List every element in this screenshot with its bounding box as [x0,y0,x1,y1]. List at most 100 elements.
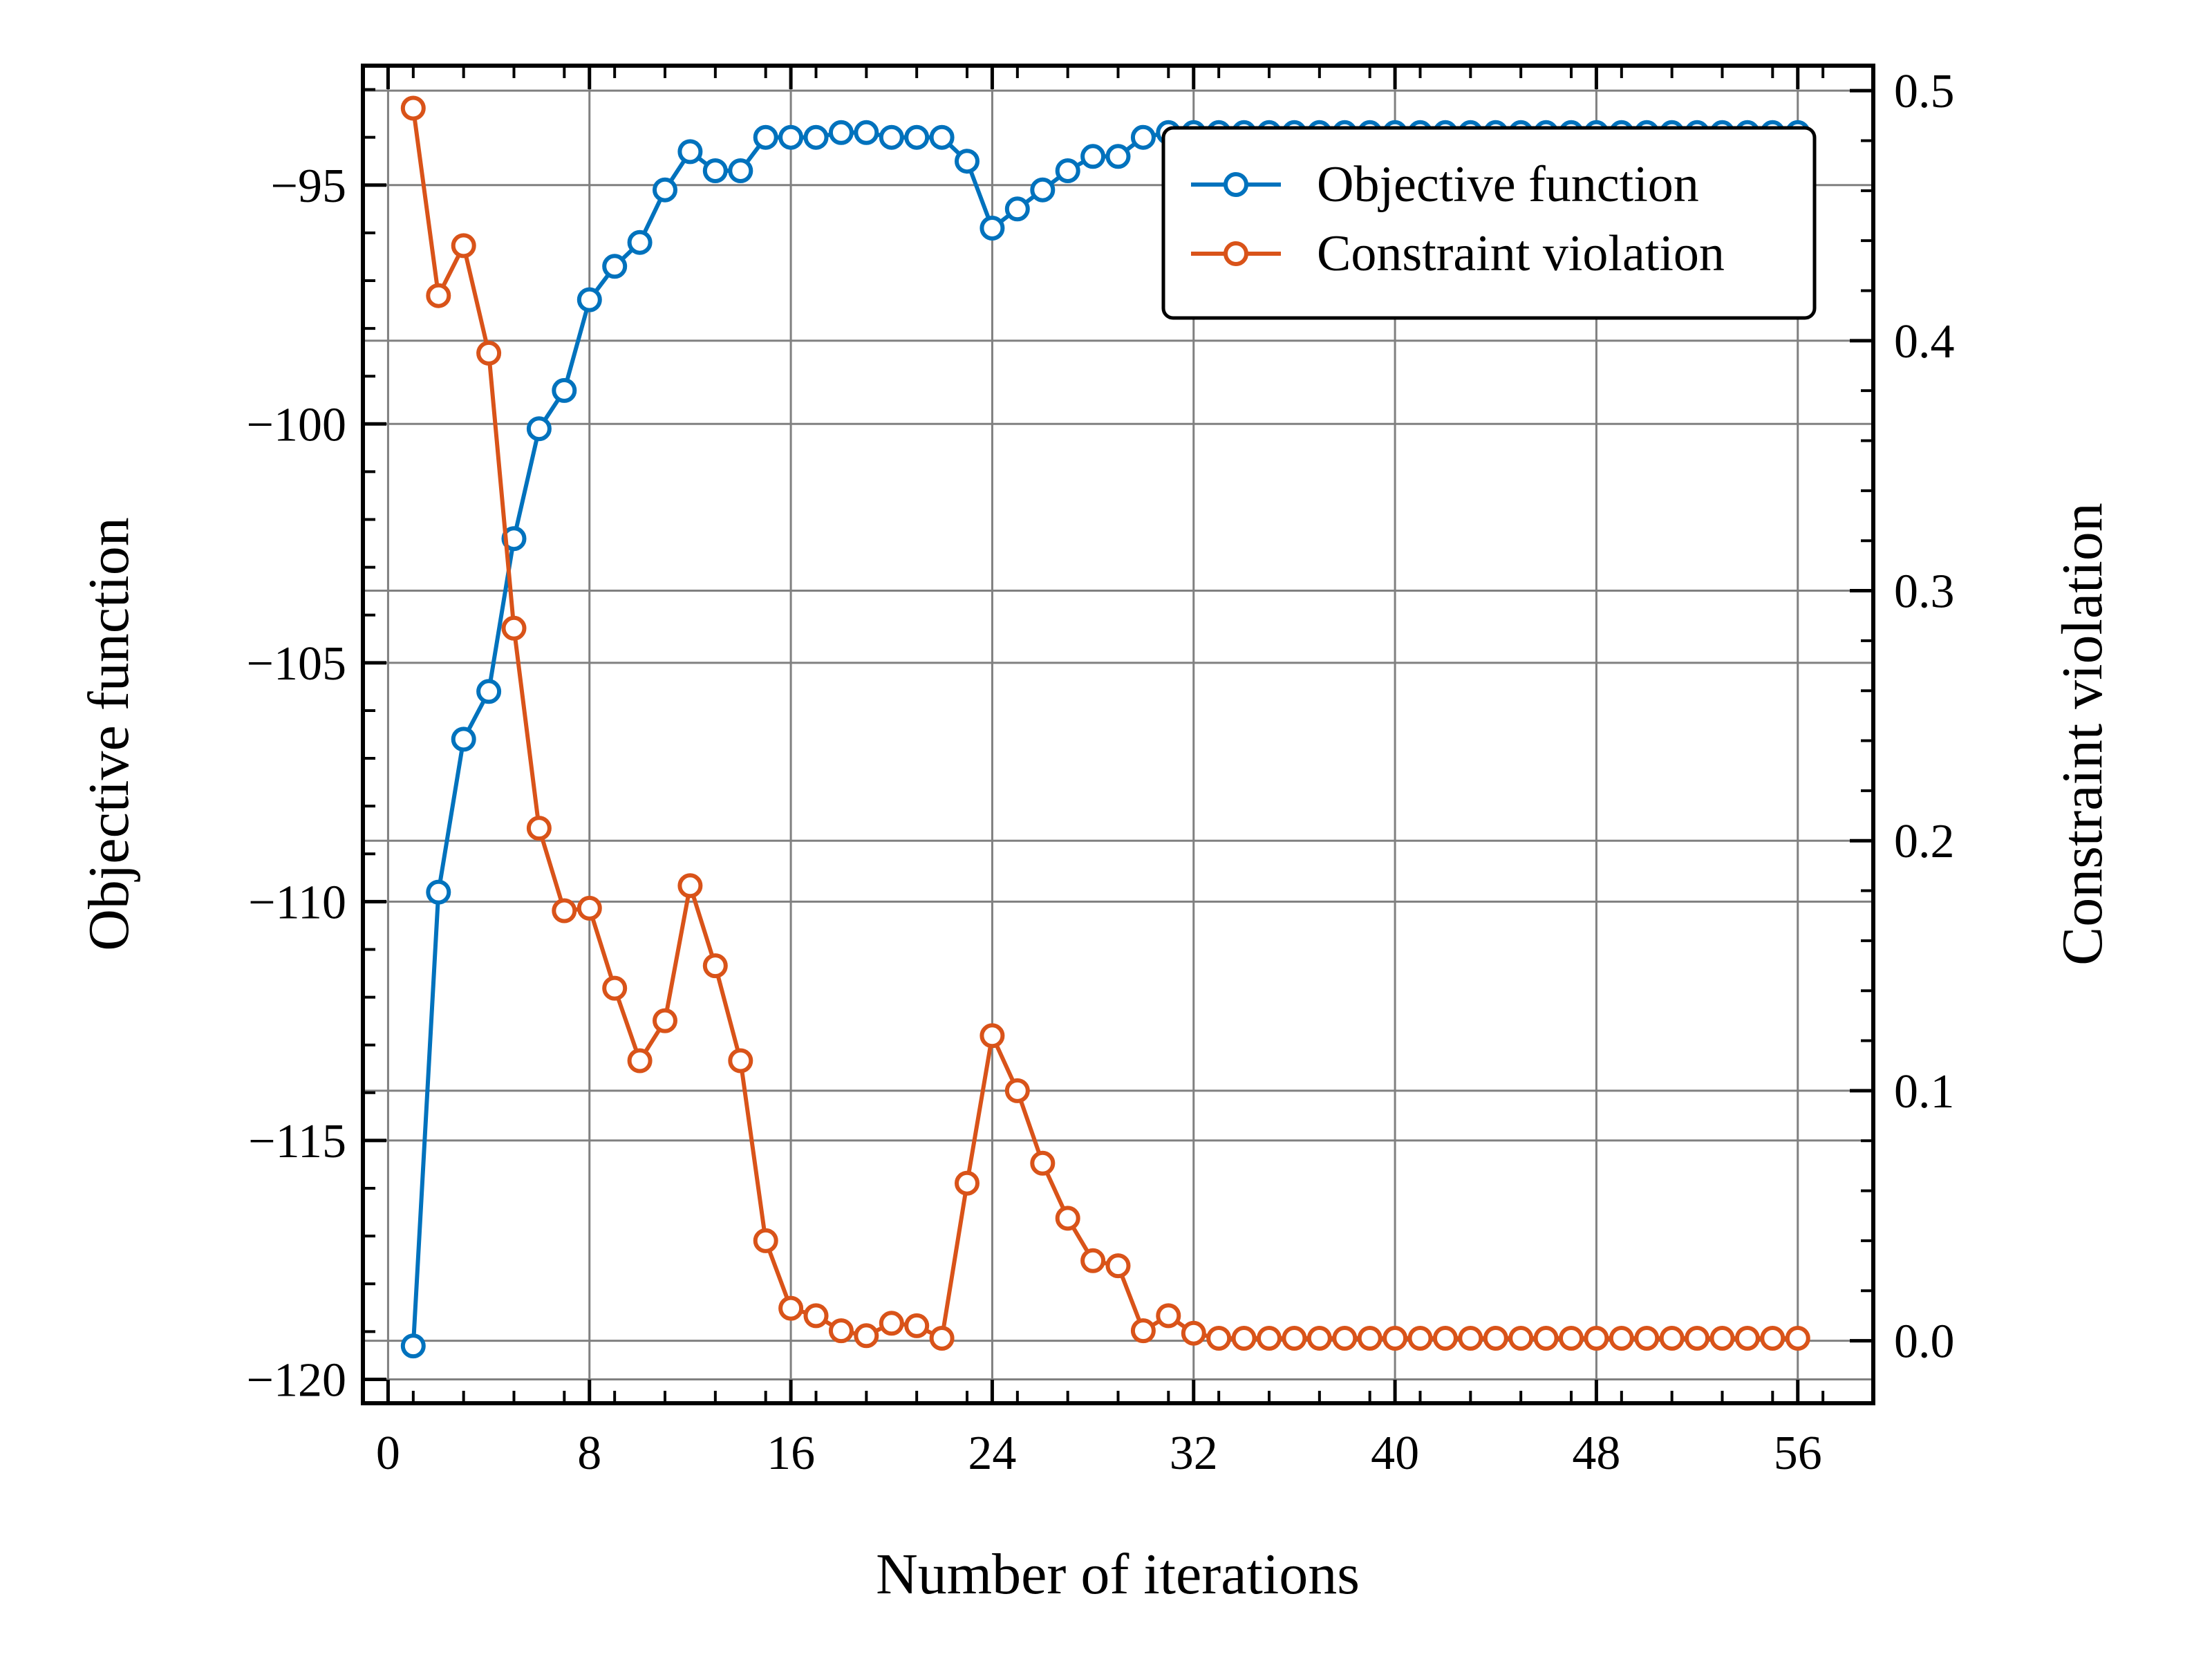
constraint-point [1206,1326,1232,1351]
legend-marker-constraint [1224,241,1248,266]
series-constraint [400,95,1810,1351]
right-y-tick-label: 0.5 [1894,65,1955,118]
left-axis-title: Objective function [77,517,141,950]
constraint-point [929,1326,955,1351]
objective-point [980,216,1005,241]
objective-point [1055,158,1080,183]
objective-point [828,120,854,145]
constraint-point [1030,1150,1056,1176]
x-tick-label: 48 [1572,1427,1620,1480]
objective-point [929,124,955,150]
constraint-point [552,898,577,924]
tick-labels: 0 8 16 24 32 40 48 56 −95 −100 −105 −110 −115 −120 0.0… [247,65,1955,1480]
constraint-point [1432,1326,1458,1351]
constraint-point [1609,1326,1634,1351]
constraint-point [627,1048,653,1074]
right-axis-title: Constraint violation [2050,503,2115,966]
constraint-point [1357,1326,1382,1351]
right-y-tick-label: 0.1 [1894,1065,1955,1118]
objective-point [451,727,476,752]
constraint-point [728,1048,753,1074]
constraint-point [1407,1326,1433,1351]
objective-point [728,158,753,183]
x-tick-label: 40 [1371,1427,1419,1480]
objective-point [1004,196,1030,222]
objective-point [653,177,677,203]
constraint-point [1156,1303,1181,1329]
right-y-tick-label: 0.4 [1894,315,1955,368]
x-tick-label: 16 [767,1427,815,1480]
objective-point [1080,144,1106,169]
objective-point [426,879,451,905]
objective-point [1105,144,1131,169]
constraint-point [955,1170,980,1196]
constraint-point [1306,1326,1332,1351]
constraint-point [1130,1318,1156,1344]
objective-point [627,229,653,255]
objective-point [602,254,628,279]
constraint-point [702,953,728,979]
objective-point [778,124,804,150]
constraint-point [1382,1326,1408,1351]
constraint-point [1584,1326,1609,1351]
constraint-point [828,1318,854,1344]
constraint-point [426,283,451,308]
objective-point [955,149,980,174]
right-y-tick-label: 0.2 [1894,815,1955,868]
objective-point [803,124,829,150]
legend-marker-objective [1224,172,1248,197]
constraint-point [1685,1326,1710,1351]
constraint-point [400,95,426,121]
constraint-point [1105,1253,1131,1279]
objective-point [702,158,728,183]
constraint-point [980,1023,1005,1049]
constraint-point [577,895,602,921]
x-tick-label: 24 [968,1427,1016,1480]
right-y-tick-label: 0.3 [1894,565,1955,619]
legend: Objective function Constraint violation [1161,126,1817,320]
constraint-point [1634,1326,1660,1351]
constraint-point [501,615,527,641]
objective-point [577,287,602,312]
objective-point [526,416,552,442]
constraint-point [1257,1326,1282,1351]
legend-box [1161,126,1817,320]
objective-point [677,139,703,165]
constraint-point [476,340,502,366]
constraint-point [1282,1326,1307,1351]
constraint-point [778,1295,804,1321]
left-y-tick-label: −110 [248,876,346,929]
left-y-tick-label: −100 [247,398,346,451]
constraint-point [879,1311,904,1336]
objective-point [552,377,577,403]
constraint-point [602,975,628,1001]
constraint-point [1004,1078,1030,1103]
constraint-point [1533,1326,1559,1351]
objective-point [879,124,904,150]
objective-point [400,1333,426,1359]
objective-point [904,124,930,150]
constraint-point [677,873,703,899]
objective-point [501,526,527,552]
legend-label-constraint: Constraint violation [1317,225,1725,282]
legend-label-objective: Objective function [1317,156,1699,213]
right-y-tick-label: 0.0 [1894,1315,1955,1369]
x-tick-label: 8 [577,1427,601,1480]
constraint-point [1483,1326,1508,1351]
left-y-tick-label: −95 [271,160,346,213]
constraint-point [803,1303,829,1329]
constraint-point [1785,1326,1810,1351]
constraint-point [451,233,476,259]
left-y-tick-label: −120 [247,1353,346,1407]
constraint-point [753,1228,778,1253]
constraint-point [1760,1326,1785,1351]
objective-point [753,124,778,150]
constraint-point [1458,1326,1483,1351]
constraint-point [1734,1326,1760,1351]
constraint-point [1055,1206,1080,1231]
constraint-point [904,1313,930,1338]
constraint-point [1709,1326,1735,1351]
objective-point [854,120,879,145]
x-axis-title: Number of iterations [876,1542,1360,1606]
